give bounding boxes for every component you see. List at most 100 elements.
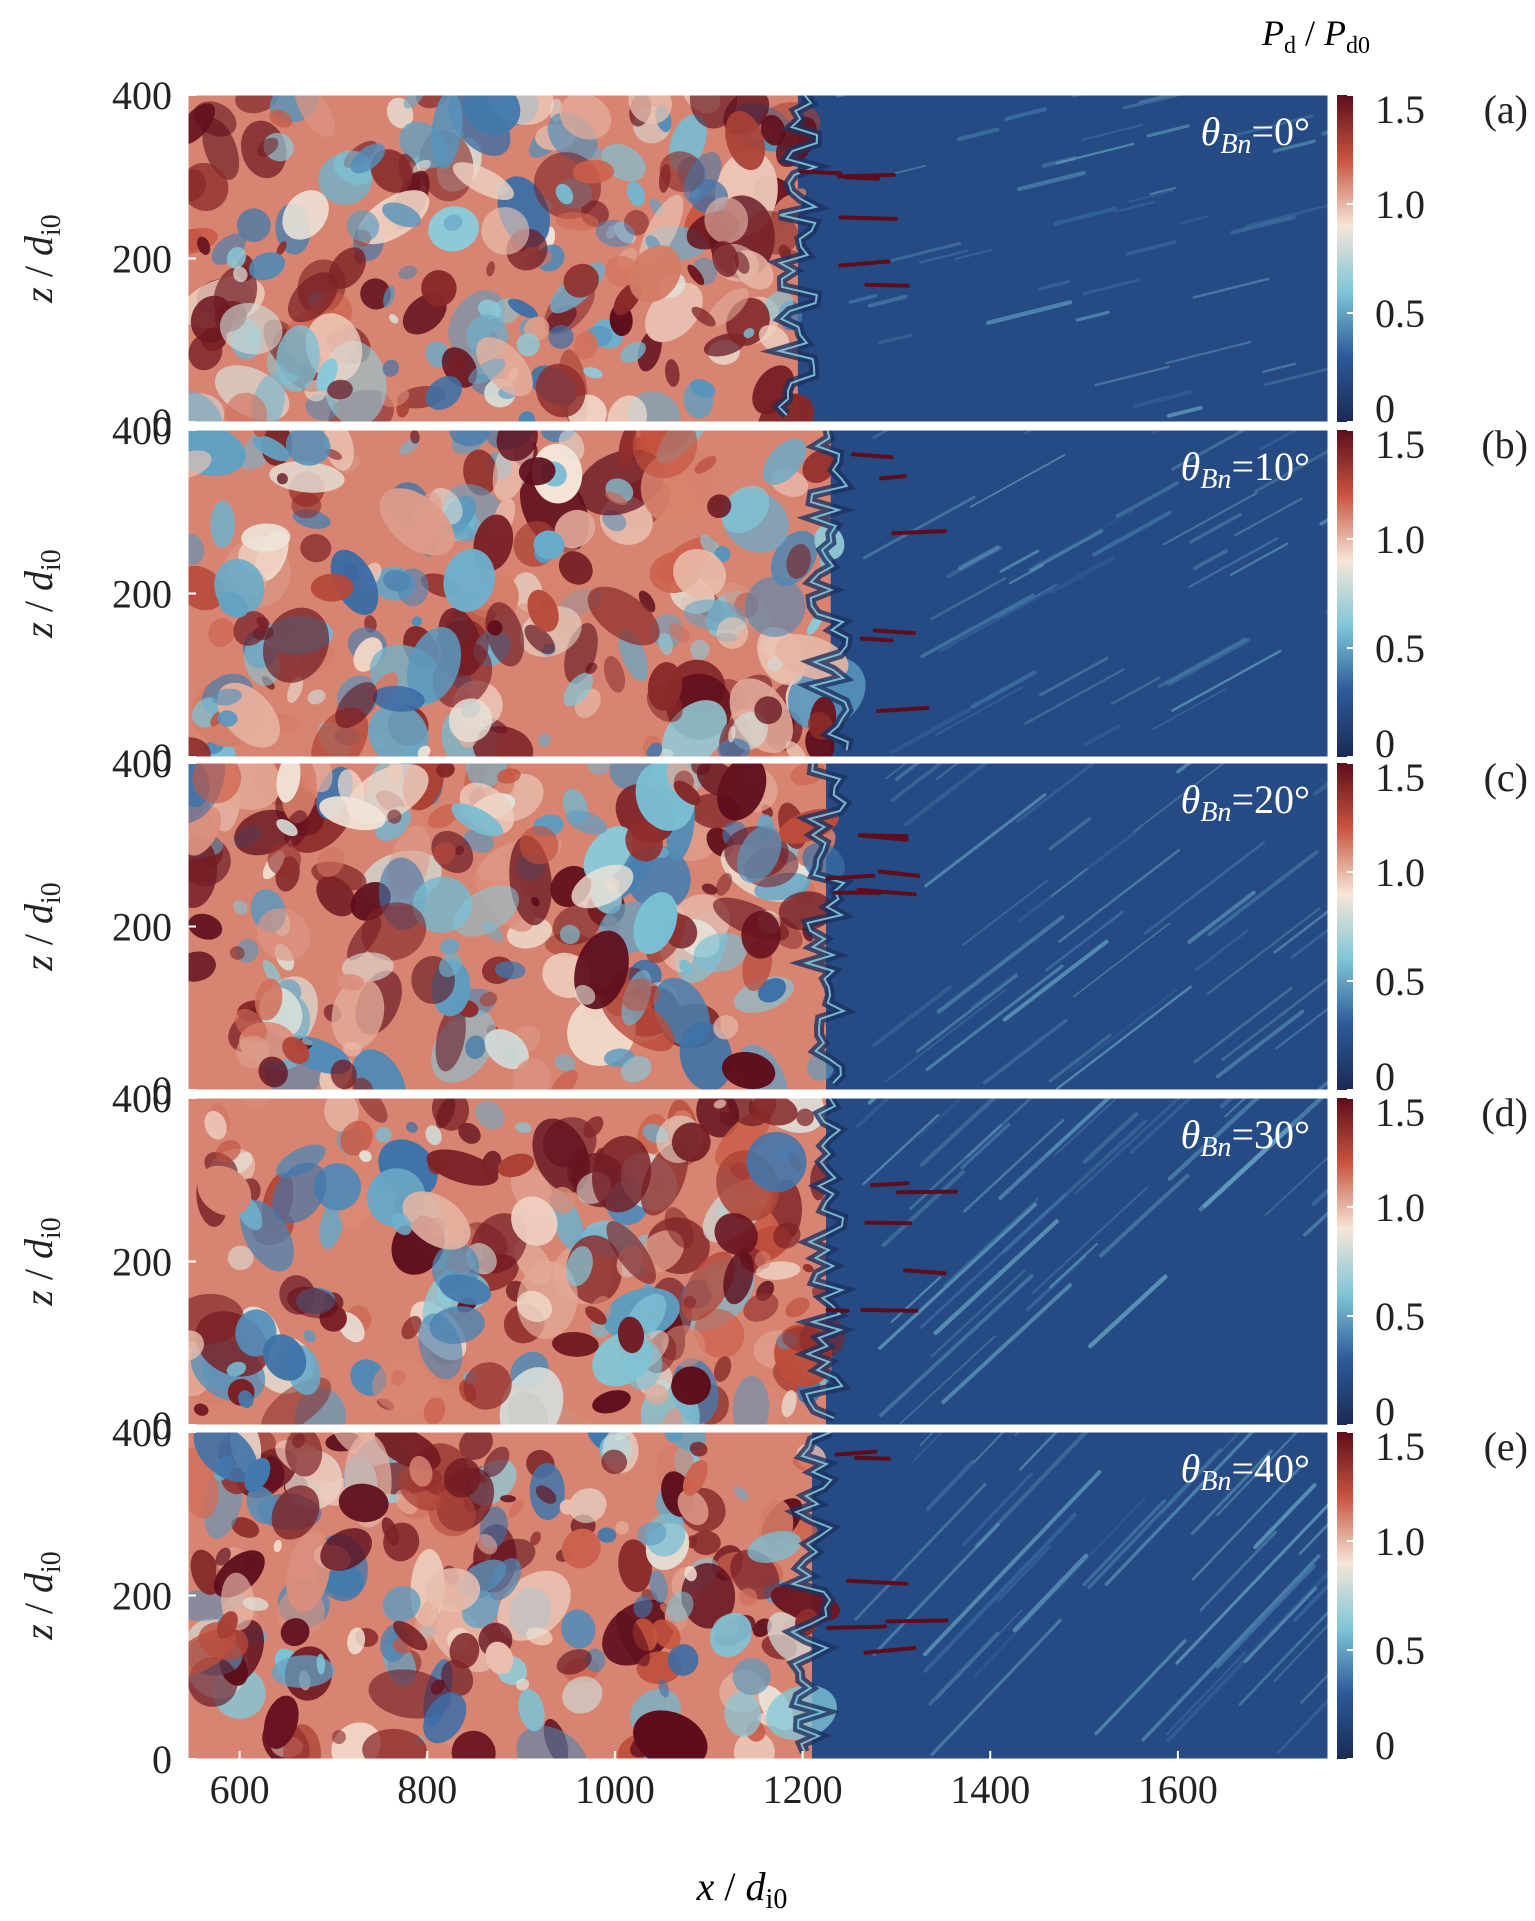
- downstream-cell: [352, 1077, 374, 1090]
- downstream-cell: [767, 656, 784, 672]
- downstream-cell: [393, 1620, 428, 1651]
- downstream-cell: [531, 896, 540, 907]
- colorbar-tick-label: 1.5: [1375, 422, 1425, 467]
- downstream-cell: [781, 1389, 797, 1418]
- downstream-cell: [597, 1527, 617, 1543]
- downstream-cell: [508, 1499, 524, 1518]
- downstream-cell: [409, 1455, 433, 1487]
- downstream-cell: [246, 1486, 278, 1525]
- x-tick-label: 1000: [575, 1767, 655, 1812]
- downstream-cell: [500, 1494, 517, 1503]
- downstream-cell: [256, 908, 311, 961]
- downstream-cell: [356, 1098, 388, 1123]
- downstream-cell: [319, 796, 386, 831]
- downstream-cell: [328, 247, 366, 290]
- downstream-cell: [219, 303, 283, 355]
- downstream-cell: [555, 212, 599, 231]
- upstream-filament: [1175, 1502, 1328, 1665]
- upstream-filament: [1082, 1112, 1139, 1164]
- downstream-cell: [411, 616, 423, 627]
- downstream-cell: [709, 1612, 752, 1657]
- upstream-filament: [966, 1098, 1034, 1158]
- downstream-cell: [215, 1547, 231, 1566]
- downstream-cell: [574, 985, 596, 1005]
- upstream-filament: [935, 1608, 1023, 1700]
- downstream-cell: [741, 910, 781, 959]
- downstream-cell: [391, 1370, 406, 1386]
- downstream-cell: [563, 672, 593, 707]
- downstream-cell: [401, 1315, 422, 1340]
- downstream-cell: [714, 1212, 758, 1256]
- downstream-cell: [555, 183, 574, 205]
- downstream-cell: [283, 1724, 322, 1759]
- colorbar-tick-label: 1.0: [1375, 1185, 1425, 1230]
- upstream-filament: [1070, 988, 1178, 1072]
- panel-1: 0 200 400 z / di0 θBn=10° 0 0.5 1.0 1.5 (b): [16, 408, 1528, 780]
- downstream-cell: [340, 1120, 373, 1156]
- y-tick-label: 200: [112, 572, 172, 617]
- upstream-filament: [1166, 405, 1203, 418]
- upstream-filament: [881, 1170, 965, 1248]
- upstream-filament: [946, 545, 1003, 579]
- downstream-cell: [303, 1329, 316, 1343]
- downstream-cell: [426, 1149, 499, 1186]
- downstream-cell: [677, 1489, 709, 1526]
- downstream-cell: [188, 951, 216, 982]
- downstream-cell: [595, 219, 635, 248]
- downstream-cell: [485, 1641, 514, 1675]
- downstream-cell: [468, 358, 506, 384]
- downstream-cell: [235, 1035, 270, 1069]
- downstream-cell: [380, 386, 410, 408]
- upstream-filament: [1298, 1522, 1328, 1555]
- colorbar-tick-label: 0: [1375, 721, 1395, 766]
- downstream-cell: [724, 1691, 762, 1737]
- downstream-cell: [733, 1731, 775, 1759]
- downstream-cell: [615, 1520, 629, 1535]
- downstream-cell: [592, 1390, 631, 1414]
- downstream-cell: [682, 1460, 708, 1496]
- upstream-filament: [909, 1124, 1002, 1210]
- upstream-filament: [1082, 278, 1140, 296]
- downstream-cell: [713, 1356, 732, 1382]
- upstream-filament: [1055, 142, 1135, 165]
- theta-annotation: θBn=0°: [1201, 109, 1310, 160]
- downstream-cell: [441, 1659, 474, 1696]
- downstream-cell: [628, 95, 672, 125]
- downstream-cell: [227, 1245, 254, 1271]
- downstream-cell: [484, 1029, 529, 1070]
- colorbar-tick-label: 1.0: [1375, 1519, 1425, 1564]
- downstream-cell: [387, 809, 402, 824]
- colorbar-tick-label: 1.0: [1375, 850, 1425, 895]
- downstream-cell: [217, 710, 238, 727]
- downstream-cell: [721, 485, 770, 534]
- downstream-cell: [508, 298, 538, 319]
- shock-ejecta: [834, 1449, 878, 1457]
- shock-ejecta: [798, 169, 843, 176]
- downstream-cell: [443, 214, 463, 231]
- upstream-filament: [922, 1470, 1102, 1657]
- downstream-cell: [429, 1306, 485, 1344]
- downstream-cell: [802, 1263, 814, 1273]
- downstream-cell: [276, 763, 301, 803]
- panel-label: (c): [1484, 755, 1528, 800]
- upstream-filament: [973, 1432, 1005, 1464]
- downstream-cell: [732, 1375, 770, 1425]
- downstream-cell: [397, 568, 429, 607]
- downstream-cell: [425, 1568, 481, 1612]
- downstream-cell: [383, 285, 395, 308]
- colorbar-tick-label: 1.5: [1375, 1424, 1425, 1469]
- upstream-filament: [1024, 668, 1125, 725]
- upstream-filament: [1273, 1623, 1328, 1682]
- colorbar: [1337, 1098, 1353, 1425]
- shock-ejecta: [842, 175, 880, 181]
- downstream-cell: [626, 846, 691, 911]
- upstream-filament: [1193, 549, 1229, 570]
- upstream-filament: [1253, 449, 1328, 493]
- downstream-cell: [287, 1286, 338, 1319]
- downstream-cell: [747, 210, 799, 255]
- upstream-filament: [1050, 868, 1088, 898]
- downstream-cell: [638, 590, 656, 613]
- downstream-cell: [243, 1098, 271, 1110]
- colorbar-tick-label: 0.5: [1375, 959, 1425, 1004]
- downstream-cell: [451, 1730, 496, 1759]
